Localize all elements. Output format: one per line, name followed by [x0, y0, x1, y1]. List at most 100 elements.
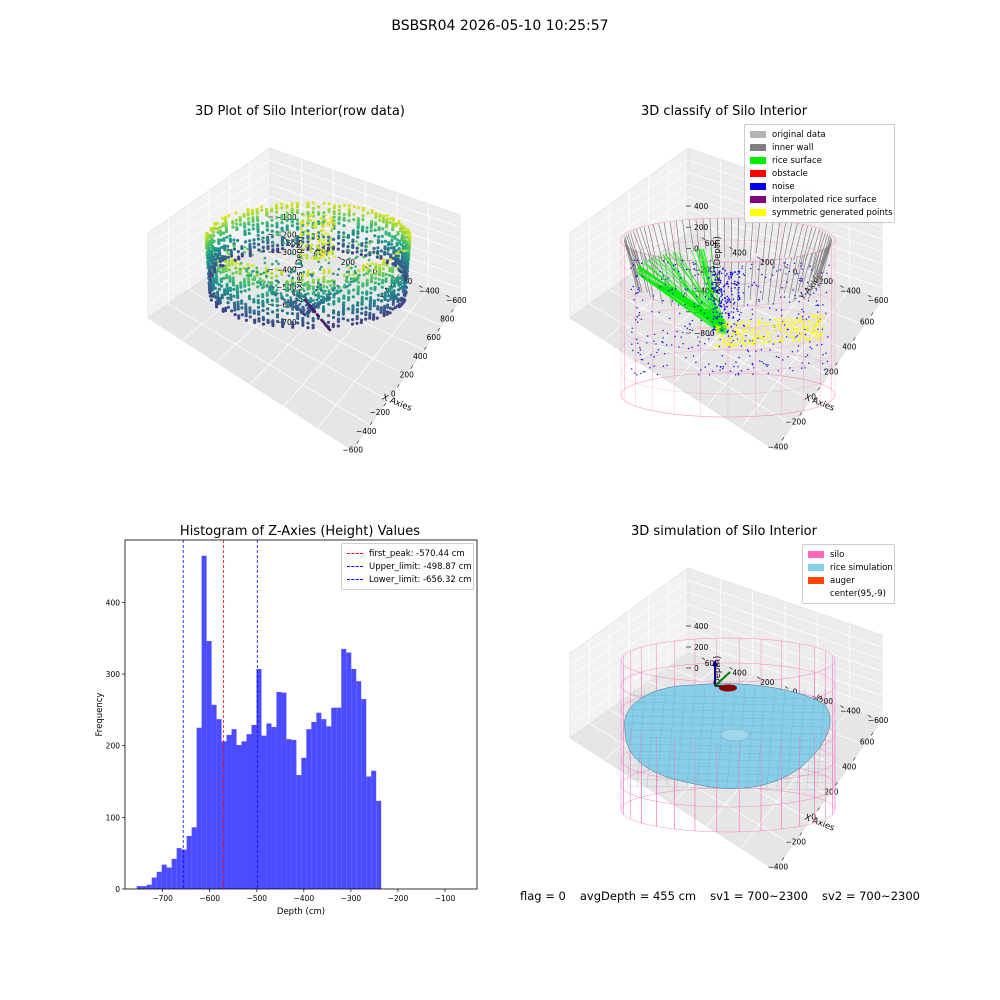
noise-point [785, 336, 788, 338]
data-point [311, 273, 314, 277]
noise-point [801, 278, 803, 280]
noise-point [712, 332, 714, 334]
data-point [397, 283, 401, 287]
noise-point [796, 317, 798, 319]
data-point [233, 308, 237, 312]
noise-point [718, 279, 720, 282]
symmetric-point [812, 332, 815, 335]
symmetric-point [719, 326, 721, 329]
data-point [311, 285, 315, 289]
data-point [306, 326, 310, 330]
data-point [402, 270, 406, 274]
noise-point [650, 354, 652, 356]
noise-point [764, 276, 767, 279]
y-tick-label: 0 [373, 268, 378, 277]
z-tick-label: −400 [276, 266, 297, 275]
data-point [373, 288, 377, 292]
noise-point [642, 275, 644, 278]
data-point [248, 239, 252, 243]
noise-point [716, 316, 719, 318]
noise-point [791, 351, 794, 353]
noise-point [640, 318, 642, 320]
data-point [386, 252, 390, 256]
data-point [215, 305, 219, 309]
noise-point [635, 275, 637, 278]
data-point [336, 242, 341, 246]
data-point [214, 274, 219, 278]
histogram-bar [296, 775, 302, 889]
data-point [365, 245, 369, 249]
noise-point [694, 288, 696, 290]
data-point [225, 282, 229, 286]
data-point [317, 240, 321, 243]
data-point [374, 267, 378, 271]
noise-point [711, 282, 713, 284]
data-point [295, 210, 299, 215]
noise-point [747, 350, 749, 353]
data-point [251, 223, 255, 227]
noise-point [714, 279, 716, 281]
noise-point [731, 293, 733, 296]
noise-point [664, 353, 666, 355]
symmetric-point [763, 341, 765, 344]
data-point [257, 319, 261, 323]
noise-point [662, 341, 664, 344]
data-point [315, 245, 319, 248]
x-tick-label: 0 [811, 393, 816, 402]
noise-point [752, 373, 754, 375]
noise-point [817, 284, 820, 286]
data-point [322, 220, 326, 224]
grid-line [317, 288, 429, 429]
data-point [377, 282, 381, 286]
noise-point [703, 312, 705, 314]
y-axis-label: Frequency [95, 693, 105, 737]
data-point [303, 254, 306, 257]
data-point [375, 316, 379, 320]
data-point [324, 213, 327, 217]
data-point [311, 201, 315, 205]
data-point [355, 246, 359, 250]
data-point [285, 211, 289, 215]
data-point [348, 257, 351, 260]
data-point [292, 290, 295, 294]
symmetric-point [797, 318, 800, 321]
noise-point [801, 316, 804, 318]
y-tick-label: −200 [392, 277, 413, 286]
sv2-value: sv2 = 700~2300 [822, 889, 920, 903]
tick-mark [383, 402, 386, 407]
rice-surface-point [637, 271, 727, 331]
symmetric-point [743, 328, 746, 331]
inner-wall-point [675, 220, 683, 271]
noise-point [639, 290, 641, 292]
noise-point [732, 317, 734, 319]
noise-point [757, 337, 759, 339]
data-point [344, 235, 347, 239]
grid-line [569, 591, 689, 678]
data-point [392, 251, 396, 255]
noise-point [665, 278, 667, 280]
data-point [243, 282, 247, 286]
data-point [386, 248, 390, 252]
data-point [269, 285, 272, 288]
data-point [231, 271, 235, 276]
data-point [347, 266, 352, 270]
noise-point [788, 301, 791, 303]
data-point [227, 261, 231, 265]
data-point [251, 227, 255, 231]
grid-line [687, 591, 883, 660]
data-point [271, 288, 275, 291]
noise-point [707, 298, 710, 300]
data-point [330, 218, 334, 221]
data-point [304, 293, 307, 296]
rice-surface-point [702, 248, 722, 332]
data-point [261, 238, 264, 241]
data-point [244, 305, 248, 309]
z-tick-label: −600 [276, 301, 297, 310]
noise-point [813, 292, 815, 294]
data-point [381, 281, 385, 285]
noise-point [711, 284, 713, 286]
symmetric-point [799, 315, 802, 318]
symmetric-point [746, 323, 749, 326]
data-point [369, 291, 373, 295]
noise-point [630, 288, 632, 291]
